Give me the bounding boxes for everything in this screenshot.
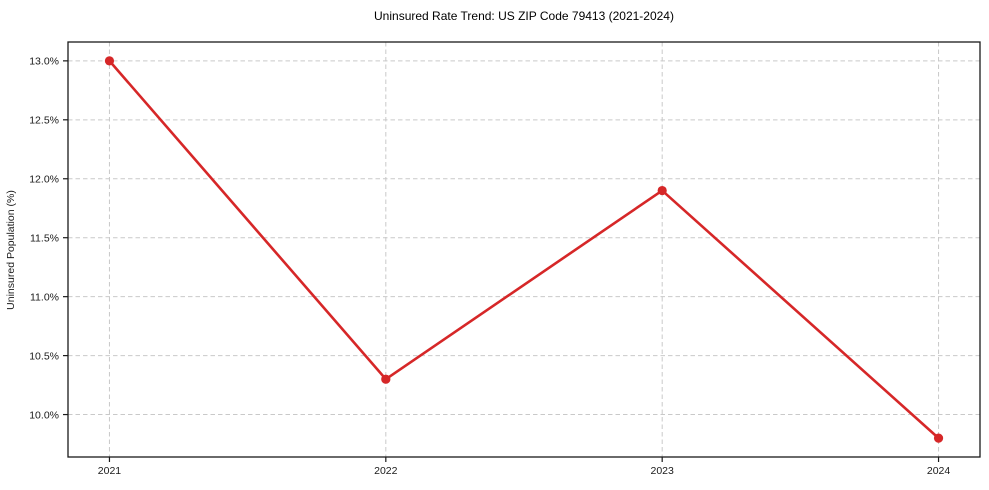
plot-border <box>67 41 981 458</box>
data-point-2023 <box>657 185 667 196</box>
y-tick-label: 12.5% <box>29 115 59 127</box>
x-tick-label: 2021 <box>98 465 122 477</box>
trend-line-series <box>104 56 944 443</box>
y-tick-label: 11.0% <box>30 291 59 303</box>
x-tick-label: 2022 <box>374 465 398 477</box>
data-point-2022 <box>381 374 391 384</box>
data-point-2021 <box>104 56 115 66</box>
trend-line <box>108 59 940 440</box>
y-tick-label: 13.0% <box>29 56 59 68</box>
y-axis-label: Uninsured Population (%) <box>5 190 17 310</box>
grid-layer <box>68 42 980 457</box>
x-tick-label: 2024 <box>927 465 951 477</box>
y-tick-label: 10.5% <box>29 350 59 362</box>
y-tick-label: 11.5% <box>30 232 59 244</box>
axis-layer: 10.0% 10.5% 11.0% 11.5% 12.0% 12.5% 13.0% 2021 2… <box>29 41 981 477</box>
chart-title: Uninsured Rate Trend: US ZIP Code 79413 … <box>374 9 674 23</box>
y-tick-label: 12.0% <box>29 173 59 185</box>
y-tick-label: 10.0% <box>29 409 59 421</box>
data-point-2024 <box>933 433 944 443</box>
x-tick-label: 2023 <box>651 465 675 477</box>
